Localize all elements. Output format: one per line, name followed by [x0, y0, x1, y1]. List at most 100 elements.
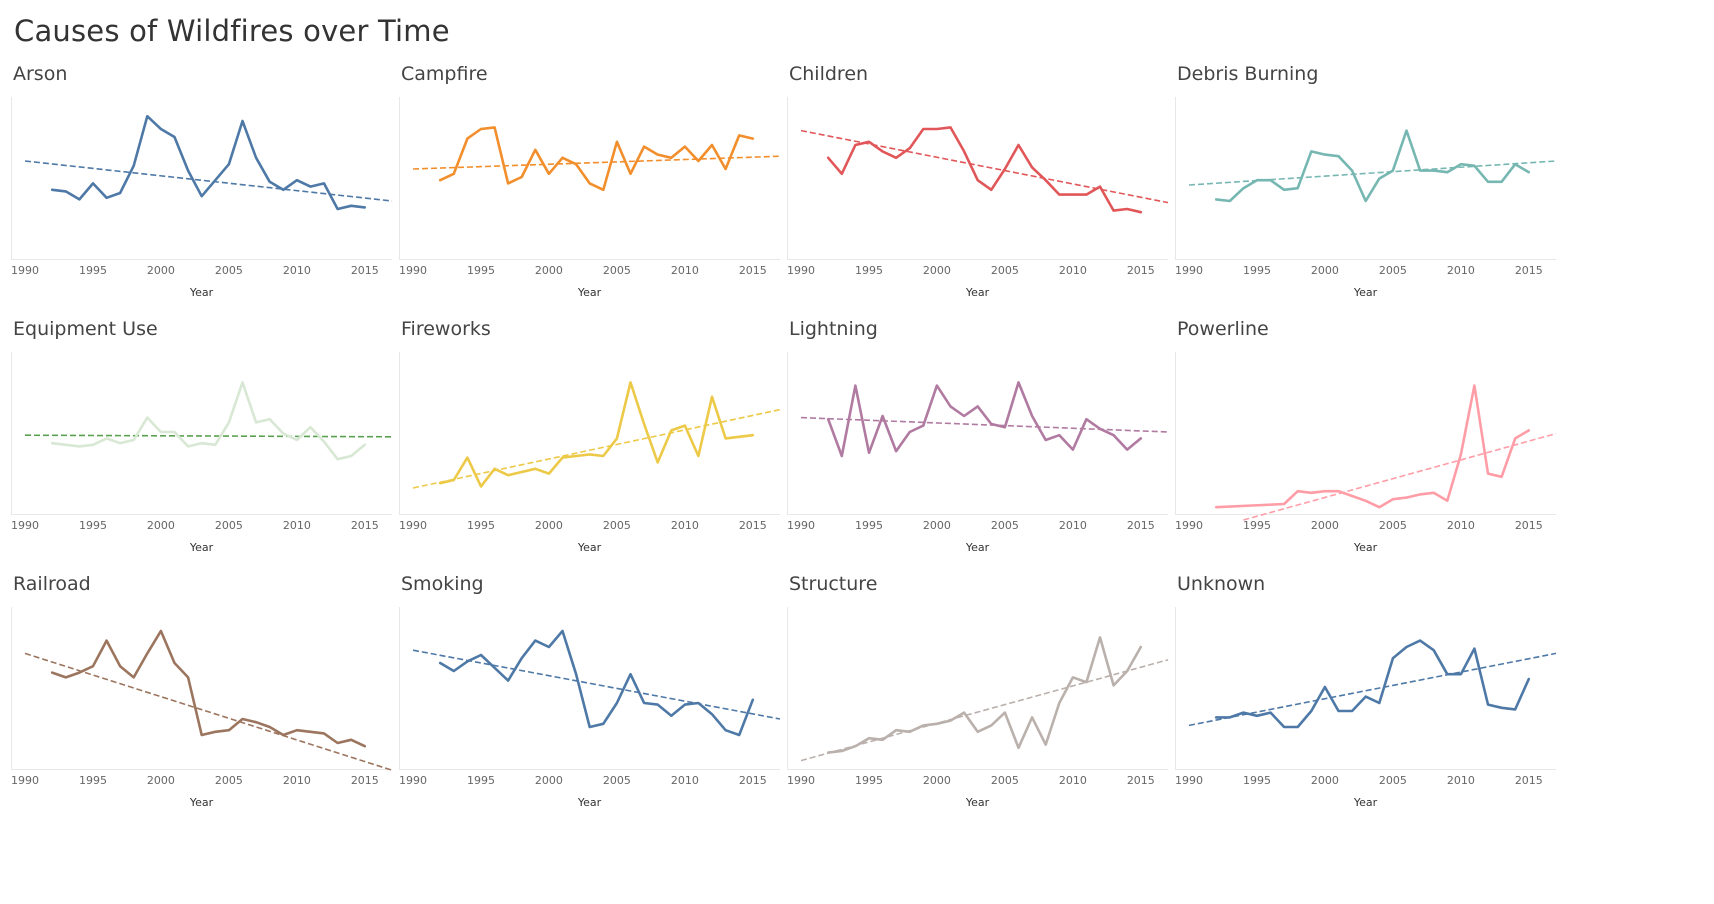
series-line — [50, 629, 367, 748]
x-tick-label: 2015 — [1127, 519, 1155, 532]
series-line — [826, 126, 1143, 214]
series-line — [1214, 639, 1531, 729]
x-axis-title: Year — [577, 796, 602, 809]
x-axis-title: Year — [1353, 541, 1378, 554]
x-tick-label: 2010 — [283, 774, 311, 787]
chart-powerline: 1990 1995 2000 2005 2010 2015 Year — [1175, 352, 1557, 554]
chart-campfire: 1990 1995 2000 2005 2010 2015 Year — [399, 97, 781, 299]
x-axis-title: Year — [577, 286, 602, 299]
chart-title: Equipment Use — [13, 318, 158, 340]
x-tick-label: 2005 — [1379, 264, 1407, 277]
x-tick-label: 1990 — [399, 519, 427, 532]
chart-panel-railroad: 1990 1995 2000 2005 2010 2015 Year Railroad — [11, 573, 393, 815]
x-axis-title: Year — [965, 541, 990, 554]
series-line — [1214, 384, 1531, 509]
x-tick-label: 2005 — [991, 519, 1019, 532]
x-tick-label: 2005 — [603, 264, 631, 277]
x-axis-title: Year — [965, 796, 990, 809]
trend-line — [1243, 432, 1557, 521]
x-tick-label: 2000 — [147, 774, 175, 787]
x-tick-label: 2000 — [147, 519, 175, 532]
x-tick-label: 1990 — [11, 264, 39, 277]
page-title: Causes of Wildfires over Time — [14, 14, 450, 48]
x-tick-label: 2010 — [1059, 519, 1087, 532]
series-line — [438, 126, 755, 192]
x-axis-title: Year — [189, 796, 214, 809]
chart-panel-unknown: 1990 1995 2000 2005 2010 2015 Year Unknown — [1175, 573, 1557, 815]
trend-line — [412, 649, 781, 720]
x-tick-label: 2010 — [1447, 519, 1475, 532]
series-line — [1214, 129, 1531, 203]
series-line — [50, 114, 367, 211]
chart-panel-campfire: 1990 1995 2000 2005 2010 2015 Year Campfire — [399, 63, 781, 305]
x-tick-label: 2015 — [1515, 264, 1543, 277]
chart-lightning: 1990 1995 2000 2005 2010 2015 Year — [787, 352, 1169, 554]
x-tick-label: 2010 — [1059, 774, 1087, 787]
x-tick-label: 1990 — [787, 774, 815, 787]
x-axis-title: Year — [1353, 796, 1378, 809]
x-tick-label: 1995 — [467, 264, 495, 277]
x-tick-label: 2010 — [1059, 264, 1087, 277]
chart-arson: 1990 1995 2000 2005 2010 2015 Year — [11, 97, 393, 299]
chart-railroad: 1990 1995 2000 2005 2010 2015 Year — [11, 607, 393, 809]
x-tick-label: 1990 — [399, 774, 427, 787]
x-tick-label: 2010 — [671, 264, 699, 277]
x-tick-label: 2000 — [923, 519, 951, 532]
x-tick-label: 2000 — [535, 774, 563, 787]
x-tick-label: 2005 — [991, 264, 1019, 277]
chart-debris-burning: 1990 1995 2000 2005 2010 2015 Year — [1175, 97, 1557, 299]
x-tick-label: 1990 — [11, 519, 39, 532]
x-tick-label: 1990 — [1175, 519, 1203, 532]
trend-line — [412, 408, 781, 489]
x-tick-label: 1995 — [1243, 774, 1271, 787]
chart-panel-lightning: 1990 1995 2000 2005 2010 2015 Year Lightning — [787, 318, 1169, 560]
x-tick-label: 2015 — [1127, 774, 1155, 787]
x-axis-title: Year — [189, 286, 214, 299]
x-tick-label: 2010 — [1447, 264, 1475, 277]
x-tick-label: 1995 — [1243, 519, 1271, 532]
x-tick-label: 1995 — [79, 774, 107, 787]
series-line — [438, 381, 755, 488]
x-axis-title: Year — [189, 541, 214, 554]
x-tick-label: 2015 — [351, 774, 379, 787]
series-line — [438, 629, 755, 737]
x-tick-label: 1995 — [79, 519, 107, 532]
x-tick-label: 1995 — [467, 774, 495, 787]
chart-panel-arson: 1990 1995 2000 2005 2010 2015 Year Arson — [11, 63, 393, 305]
series-line — [826, 636, 1143, 754]
chart-unknown: 1990 1995 2000 2005 2010 2015 Year — [1175, 607, 1557, 809]
chart-panel-structure: 1990 1995 2000 2005 2010 2015 Year Structure — [787, 573, 1169, 815]
chart-children: 1990 1995 2000 2005 2010 2015 Year — [787, 97, 1169, 299]
x-tick-label: 2005 — [991, 774, 1019, 787]
trend-line — [24, 160, 393, 202]
chart-panel-children: 1990 1995 2000 2005 2010 2015 Year Children — [787, 63, 1169, 305]
x-tick-label: 2005 — [603, 519, 631, 532]
chart-title: Powerline — [1177, 318, 1269, 340]
trend-line — [24, 652, 393, 771]
x-tick-label: 2015 — [739, 519, 767, 532]
x-tick-label: 2015 — [739, 774, 767, 787]
x-tick-label: 1995 — [79, 264, 107, 277]
x-axis-title: Year — [965, 286, 990, 299]
trend-line — [24, 434, 393, 438]
chart-title: Unknown — [1177, 573, 1266, 595]
x-tick-label: 2000 — [535, 519, 563, 532]
x-axis-title: Year — [577, 541, 602, 554]
x-tick-label: 2000 — [535, 264, 563, 277]
chart-title: Campfire — [401, 63, 488, 85]
chart-panel-debris-burning: 1990 1995 2000 2005 2010 2015 Year Debris Burni… — [1175, 63, 1557, 305]
x-tick-label: 1995 — [855, 519, 883, 532]
chart-title: Children — [789, 63, 869, 85]
x-axis-title: Year — [1353, 286, 1378, 299]
chart-panel-equipment-use: 1990 1995 2000 2005 2010 2015 Year Equipment Us… — [11, 318, 393, 560]
x-tick-label: 2010 — [283, 264, 311, 277]
trend-line — [800, 659, 1169, 762]
x-tick-label: 2005 — [1379, 519, 1407, 532]
x-tick-label: 1995 — [467, 519, 495, 532]
series-line — [50, 381, 367, 461]
chart-smoking: 1990 1995 2000 2005 2010 2015 Year — [399, 607, 781, 809]
x-tick-label: 2000 — [1311, 519, 1339, 532]
x-tick-label: 1990 — [11, 774, 39, 787]
x-tick-label: 2015 — [1127, 264, 1155, 277]
x-tick-label: 1990 — [399, 264, 427, 277]
